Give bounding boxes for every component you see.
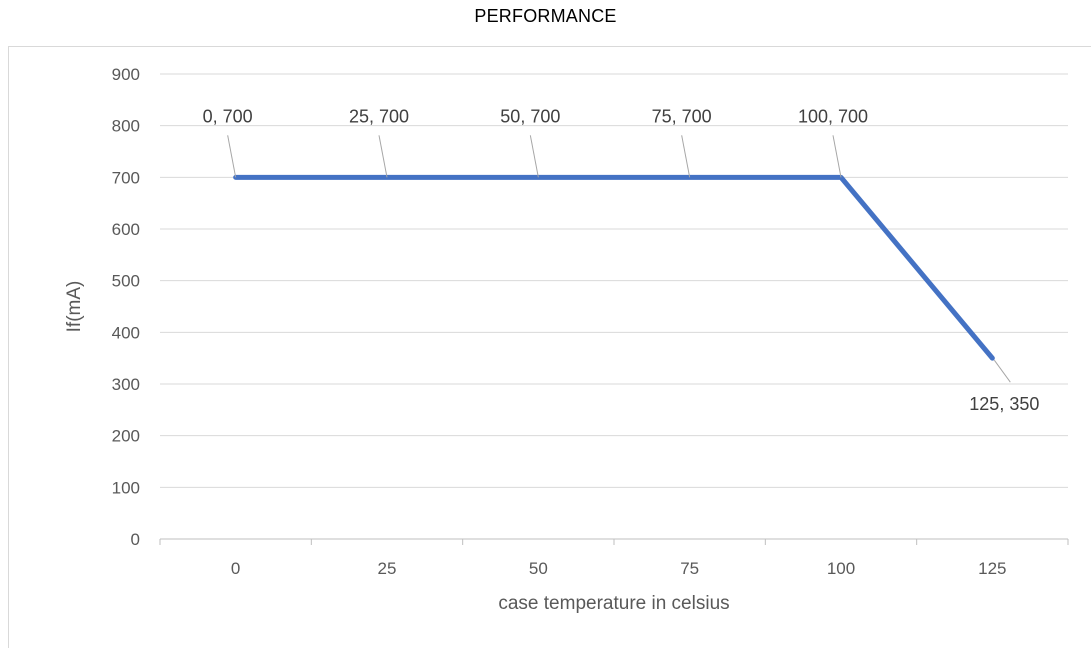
y-tick-label: 900 (112, 65, 140, 84)
y-tick-label: 800 (112, 117, 140, 136)
chart-title: PERFORMANCE (474, 6, 617, 26)
leader-line (529, 135, 539, 178)
y-tick-label: 400 (112, 323, 140, 342)
chart-area-border (8, 46, 1091, 648)
y-tick-label: 600 (112, 220, 140, 239)
gridlines (160, 73, 1068, 488)
x-tick-label: 125 (978, 559, 1006, 578)
y-tick-label: 200 (112, 427, 140, 446)
y-tick-label: 0 (131, 530, 140, 549)
leader-line (378, 135, 388, 178)
series-layer (233, 174, 995, 361)
y-tick-label: 300 (112, 375, 140, 394)
y-tick-label: 500 (112, 272, 140, 291)
x-tick-label: 100 (827, 559, 855, 578)
x-tick-label: 75 (680, 559, 699, 578)
leader-line (681, 135, 691, 178)
data-label: 75, 700 (652, 106, 712, 126)
x-axis (159, 538, 1069, 545)
y-axis-label: If(mA) (64, 281, 85, 333)
data-label: 25, 700 (349, 106, 409, 126)
series-line (233, 174, 995, 361)
x-tick-label: 50 (529, 559, 548, 578)
data-label: 100, 700 (798, 106, 868, 126)
x-tick-label: 0 (231, 559, 240, 578)
y-axis-ticks: 0 100 200 300 400 500 600 700 800 900 (112, 65, 140, 549)
y-tick-label: 100 (112, 478, 140, 497)
data-label: 50, 700 (500, 106, 560, 126)
x-tick-label: 25 (378, 559, 397, 578)
x-axis-label: case temperature in celsius (498, 593, 729, 614)
data-label: 0, 700 (203, 106, 253, 126)
leader-line (993, 359, 1011, 383)
data-label: 125, 350 (969, 394, 1039, 414)
leader-line (227, 135, 237, 178)
x-axis-ticks: 0 25 50 75 100 125 (231, 559, 1007, 578)
leader-line (832, 135, 842, 178)
data-labels: 0, 700 25, 700 50, 700 75, 700 100, 700 125, … (203, 106, 1040, 414)
y-tick-label: 700 (112, 168, 140, 187)
